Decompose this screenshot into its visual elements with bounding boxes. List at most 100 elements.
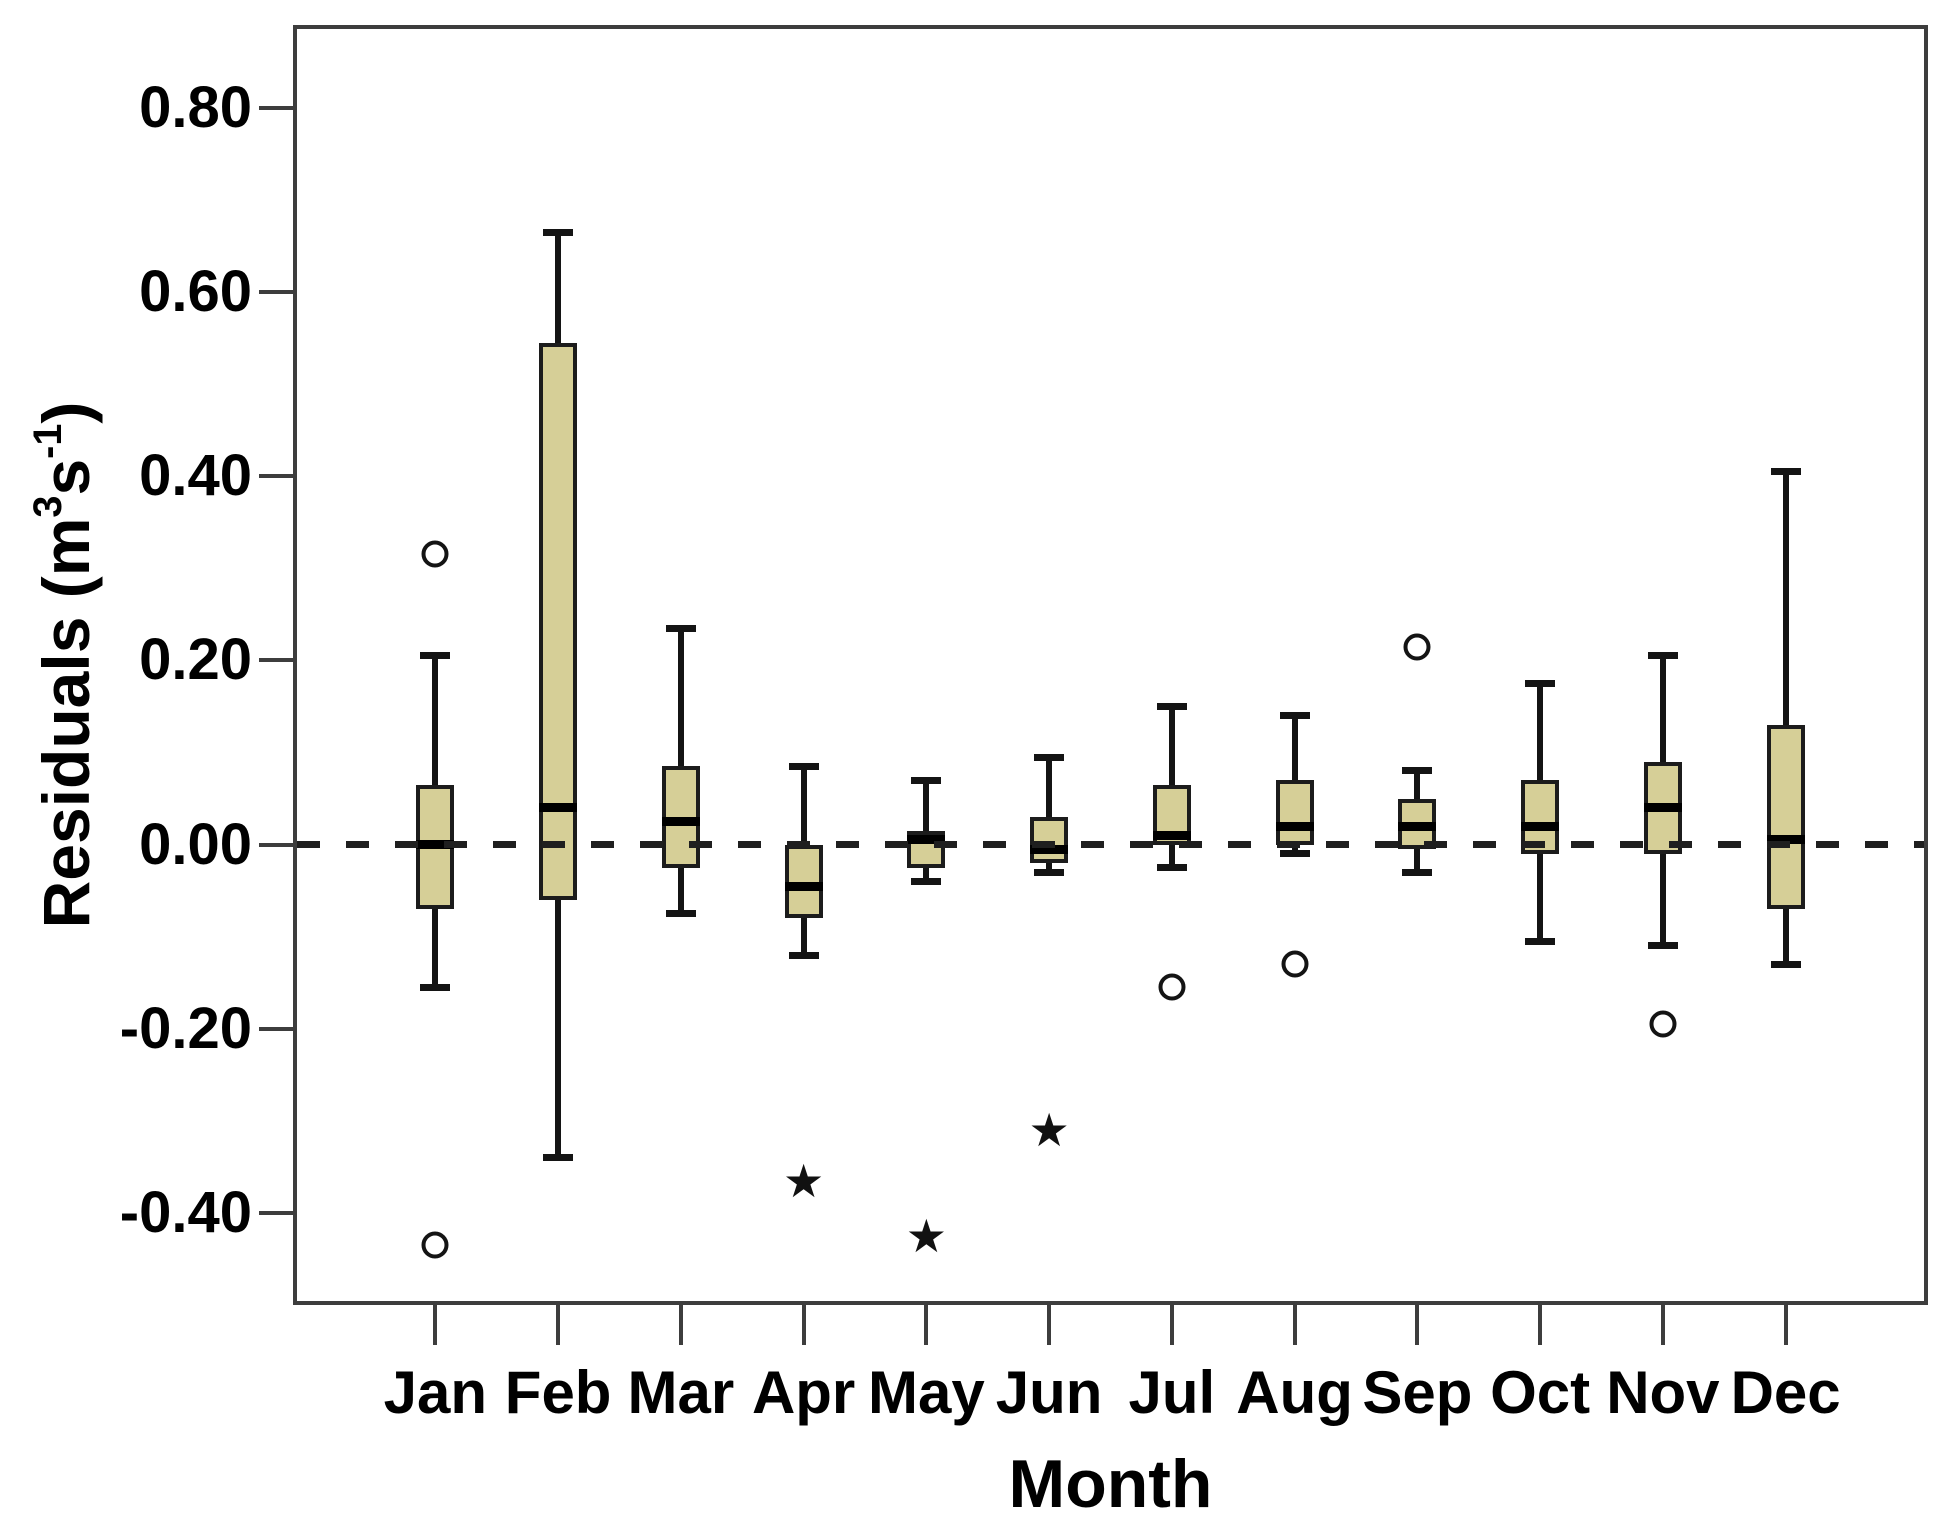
plot-frame bbox=[293, 25, 1928, 1305]
median-jul bbox=[1152, 830, 1191, 840]
whisker-cap-bottom-jul bbox=[1156, 864, 1187, 872]
whisker-cap-top-nov bbox=[1647, 652, 1678, 660]
x-axis-tick bbox=[1783, 1305, 1788, 1345]
whisker-cap-bottom-jun bbox=[1034, 868, 1065, 876]
whisker-cap-top-mar bbox=[665, 624, 696, 632]
x-axis-tick-label-aug: Aug bbox=[1236, 1359, 1353, 1426]
y-axis-tick bbox=[259, 474, 293, 479]
outlier-circle-icon-jul bbox=[1158, 973, 1186, 1001]
whisker-cap-bottom-oct bbox=[1525, 937, 1556, 945]
whisker-dec bbox=[1782, 471, 1789, 965]
outlier-circle-icon-aug bbox=[1281, 950, 1309, 978]
whisker-cap-bottom-feb bbox=[543, 1154, 574, 1162]
x-axis-tick-label-sep: Sep bbox=[1362, 1359, 1473, 1426]
whisker-cap-top-feb bbox=[543, 228, 574, 236]
x-axis-tick bbox=[1415, 1305, 1420, 1345]
extreme-star-icon-jun: ★ bbox=[1028, 1104, 1070, 1157]
box-aug bbox=[1275, 780, 1314, 845]
y-axis-tick bbox=[259, 1026, 293, 1031]
y-axis-title-text: Residuals (m bbox=[29, 517, 103, 929]
y-axis-title-superscript: -1 bbox=[26, 423, 71, 459]
y-axis-tick bbox=[259, 658, 293, 663]
y-axis-tick-label: 0.20 bbox=[139, 627, 252, 693]
whisker-cap-top-dec bbox=[1770, 468, 1801, 476]
whisker-cap-bottom-sep bbox=[1402, 868, 1433, 876]
whisker-cap-top-sep bbox=[1402, 767, 1433, 775]
whisker-cap-bottom-aug bbox=[1279, 850, 1310, 858]
whisker-cap-top-jan bbox=[420, 652, 451, 660]
median-mar bbox=[661, 817, 700, 827]
outlier-circle-icon-nov bbox=[1649, 1010, 1677, 1038]
whisker-cap-bottom-apr bbox=[788, 951, 819, 959]
y-axis-tick-label: 0.40 bbox=[139, 443, 252, 509]
whisker-cap-top-jun bbox=[1034, 753, 1065, 761]
x-axis-tick-label-jun: Jun bbox=[995, 1359, 1103, 1426]
outlier-circle-icon-jan bbox=[421, 1231, 449, 1259]
x-axis-tick-label-jan: Jan bbox=[383, 1359, 488, 1426]
x-axis-tick bbox=[924, 1305, 929, 1345]
y-axis-tick-label: 0.00 bbox=[139, 811, 252, 877]
median-feb bbox=[539, 803, 578, 813]
x-axis-tick bbox=[1538, 1305, 1543, 1345]
whisker-cap-top-apr bbox=[788, 762, 819, 770]
median-oct bbox=[1521, 821, 1560, 831]
whisker-cap-bottom-jan bbox=[420, 983, 451, 991]
x-axis-tick-label-may: May bbox=[868, 1359, 985, 1426]
x-axis-tick-label-oct: Oct bbox=[1490, 1359, 1591, 1426]
box-dec bbox=[1766, 724, 1805, 910]
y-axis-title-text: ) bbox=[29, 401, 103, 424]
median-may bbox=[907, 835, 946, 845]
outlier-circle-icon-sep bbox=[1403, 633, 1431, 661]
extreme-star-icon-may: ★ bbox=[905, 1209, 947, 1262]
box-jun bbox=[1030, 816, 1069, 863]
x-axis-title: Month bbox=[1008, 1446, 1213, 1522]
y-axis-tick-label: 0.60 bbox=[139, 259, 252, 325]
whisker-may bbox=[923, 780, 930, 882]
median-dec bbox=[1766, 835, 1805, 845]
whisker-jun bbox=[1046, 757, 1053, 873]
x-axis-tick bbox=[433, 1305, 438, 1345]
y-axis-tick-label: -0.40 bbox=[119, 1179, 252, 1245]
y-axis-tick bbox=[259, 105, 293, 110]
y-axis-title-text: s bbox=[29, 458, 103, 496]
median-aug bbox=[1275, 821, 1314, 831]
x-axis-tick-label-apr: Apr bbox=[751, 1359, 856, 1426]
box-apr bbox=[784, 844, 823, 919]
box-mar bbox=[661, 766, 700, 868]
x-axis-tick bbox=[678, 1305, 683, 1345]
x-axis-tick-label-feb: Feb bbox=[504, 1359, 612, 1426]
whisker-cap-top-may bbox=[911, 776, 942, 784]
median-jun bbox=[1030, 844, 1069, 854]
y-axis-tick bbox=[259, 1210, 293, 1215]
y-axis-title: Residuals (m3s-1) bbox=[26, 402, 103, 929]
y-axis-tick-label: -0.20 bbox=[119, 995, 252, 1061]
x-axis-tick bbox=[1169, 1305, 1174, 1345]
whisker-cap-bottom-dec bbox=[1770, 960, 1801, 968]
whisker-cap-top-jul bbox=[1156, 702, 1187, 710]
y-axis-tick-label: 0.80 bbox=[139, 74, 252, 140]
zero-reference-line bbox=[297, 841, 1924, 849]
outlier-circle-icon-jan bbox=[421, 540, 449, 568]
y-axis-title-superscript: 3 bbox=[26, 495, 71, 518]
x-axis-tick-label-nov: Nov bbox=[1606, 1359, 1720, 1426]
median-apr bbox=[784, 881, 823, 891]
x-axis-tick bbox=[1292, 1305, 1297, 1345]
x-axis-tick bbox=[1047, 1305, 1052, 1345]
whisker-cap-bottom-mar bbox=[665, 910, 696, 918]
x-axis-tick bbox=[556, 1305, 561, 1345]
whisker-cap-top-oct bbox=[1525, 679, 1556, 687]
y-axis-tick bbox=[259, 842, 293, 847]
x-axis-tick-label-dec: Dec bbox=[1730, 1359, 1841, 1426]
x-axis-tick-label-mar: Mar bbox=[627, 1359, 735, 1426]
extreme-star-icon-apr: ★ bbox=[783, 1154, 825, 1207]
x-axis-tick bbox=[1660, 1305, 1665, 1345]
whisker-cap-bottom-may bbox=[911, 877, 942, 885]
median-sep bbox=[1398, 821, 1437, 831]
whisker-cap-bottom-nov bbox=[1647, 942, 1678, 950]
y-axis-tick bbox=[259, 290, 293, 295]
x-axis-tick-label-jul: Jul bbox=[1128, 1359, 1216, 1426]
box-feb bbox=[539, 342, 578, 900]
x-axis-tick bbox=[801, 1305, 806, 1345]
whisker-cap-top-aug bbox=[1279, 712, 1310, 720]
